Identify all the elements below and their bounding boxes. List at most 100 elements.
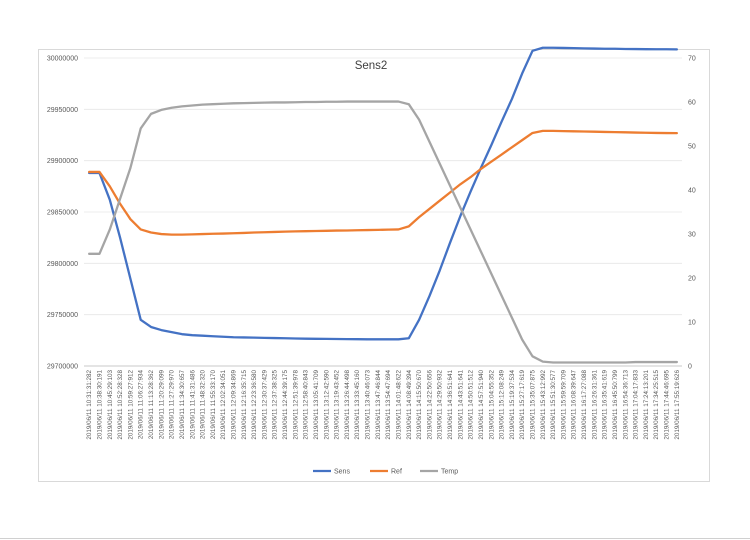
y-left-tick-label: 30000000 xyxy=(47,56,78,63)
data-point-sens xyxy=(315,338,316,339)
legend-label-temp: Temp xyxy=(441,469,458,476)
data-point-ref xyxy=(326,230,327,231)
data-point-temp xyxy=(470,229,471,230)
data-point-sens xyxy=(398,339,399,340)
data-point-ref xyxy=(315,230,316,231)
data-point-temp xyxy=(264,102,265,103)
data-point-sens xyxy=(573,48,574,49)
data-point-sens xyxy=(254,337,255,338)
data-point-sens xyxy=(357,339,358,340)
y-right-tick-label: 40 xyxy=(688,188,696,195)
data-point-temp xyxy=(573,362,574,363)
data-point-ref xyxy=(295,231,296,232)
x-tick-label: 2019/06/11 12:09:34:869 xyxy=(231,370,238,440)
data-point-ref xyxy=(99,171,100,172)
x-tick-label: 2019/06/11 14:36:51:641 xyxy=(447,370,454,440)
data-point-ref xyxy=(274,231,275,232)
data-point-temp xyxy=(233,103,234,104)
y-right-tick-label: 10 xyxy=(688,320,696,327)
x-tick-label: 2019/06/11 16:26:31:361 xyxy=(591,370,598,440)
series-line-sens xyxy=(88,46,678,341)
data-point-temp xyxy=(676,361,677,362)
data-point-ref xyxy=(645,132,646,133)
data-point-temp xyxy=(161,109,162,110)
x-tick-label: 2019/06/11 14:01:48:622 xyxy=(395,370,402,440)
data-point-temp xyxy=(511,317,512,318)
data-point-sens xyxy=(676,49,677,50)
data-point-sens xyxy=(305,338,306,339)
x-tick-label: 2019/06/11 16:54:36:713 xyxy=(622,370,629,440)
data-point-temp xyxy=(491,273,492,274)
data-point-ref xyxy=(418,217,419,218)
data-point-sens xyxy=(635,48,636,49)
data-point-sens xyxy=(625,48,626,49)
y-right-tick-label: 50 xyxy=(688,144,696,151)
data-point-temp xyxy=(346,101,347,102)
data-point-sens xyxy=(656,49,657,50)
data-point-sens xyxy=(418,319,419,320)
data-point-sens xyxy=(501,121,502,122)
data-point-temp xyxy=(336,101,337,102)
data-point-temp xyxy=(635,361,636,362)
y-left-tick-label: 29700000 xyxy=(47,364,78,371)
data-point-temp xyxy=(542,361,543,362)
x-tick-label: 2019/06/11 14:57:51:940 xyxy=(478,370,485,440)
y-right-tick-label: 70 xyxy=(688,56,696,63)
data-point-ref xyxy=(666,132,667,133)
data-point-temp xyxy=(388,101,389,102)
series-line-ref xyxy=(88,129,678,236)
data-point-sens xyxy=(274,337,275,338)
data-point-ref xyxy=(284,231,285,232)
x-tick-label: 2019/06/11 11:55:33:170 xyxy=(210,370,217,440)
data-point-sens xyxy=(542,47,543,48)
x-tick-label: 2019/06/11 12:58:40:843 xyxy=(303,370,310,440)
data-point-temp xyxy=(460,207,461,208)
data-point-ref xyxy=(614,132,615,133)
x-tick-label: 2019/06/11 11:06:27:934 xyxy=(138,370,145,440)
data-point-sens xyxy=(491,145,492,146)
data-point-ref xyxy=(202,233,203,234)
data-point-sens xyxy=(109,199,110,200)
data-point-temp xyxy=(418,119,419,120)
x-tick-label: 2019/06/11 14:22:50:656 xyxy=(426,370,433,440)
data-point-ref xyxy=(460,184,461,185)
data-point-sens xyxy=(171,332,172,333)
x-tick-label: 2019/06/11 12:51:39:978 xyxy=(292,370,299,440)
data-point-ref xyxy=(346,230,347,231)
x-tick-label: 2019/06/11 16:17:27:088 xyxy=(581,370,588,440)
data-point-temp xyxy=(666,361,667,362)
data-point-ref xyxy=(264,232,265,233)
data-point-sens xyxy=(470,191,471,192)
data-point-ref xyxy=(181,234,182,235)
data-point-sens xyxy=(367,339,368,340)
x-tick-label: 2019/06/11 10:38:30:191 xyxy=(96,370,103,440)
x-tick-label: 2019/06/11 13:47:46:844 xyxy=(375,370,382,440)
x-tick-label: 2019/06/11 16:35:41:619 xyxy=(602,370,609,440)
data-point-ref xyxy=(254,232,255,233)
data-point-ref xyxy=(604,131,605,132)
data-point-sens xyxy=(532,50,533,51)
data-point-sens xyxy=(439,270,440,271)
y-left-tick-label: 29750000 xyxy=(47,312,78,319)
data-point-sens xyxy=(233,337,234,338)
data-point-sens xyxy=(346,339,347,340)
x-tick-label: 2019/06/11 15:12:08:249 xyxy=(499,370,506,440)
data-point-ref xyxy=(480,168,481,169)
x-tick-label: 2019/06/11 11:41:31:486 xyxy=(189,370,196,440)
data-point-temp xyxy=(99,253,100,254)
x-tick-label: 2019/06/11 16:08:39:647 xyxy=(571,370,578,440)
data-point-ref xyxy=(594,131,595,132)
y-left-tick-label: 29850000 xyxy=(47,210,78,217)
data-point-ref xyxy=(233,233,234,234)
x-tick-label: 2019/06/11 15:04:55:352 xyxy=(488,370,495,440)
x-tick-label: 2019/06/11 14:43:51:641 xyxy=(457,370,464,440)
data-point-sens xyxy=(202,335,203,336)
x-tick-label: 2019/06/11 14:50:51:512 xyxy=(468,370,475,440)
data-point-temp xyxy=(645,361,646,362)
data-point-temp xyxy=(150,113,151,114)
data-point-temp xyxy=(656,361,657,362)
data-point-sens xyxy=(161,329,162,330)
data-point-ref xyxy=(377,229,378,230)
chart-title: Sens2 xyxy=(355,60,388,72)
